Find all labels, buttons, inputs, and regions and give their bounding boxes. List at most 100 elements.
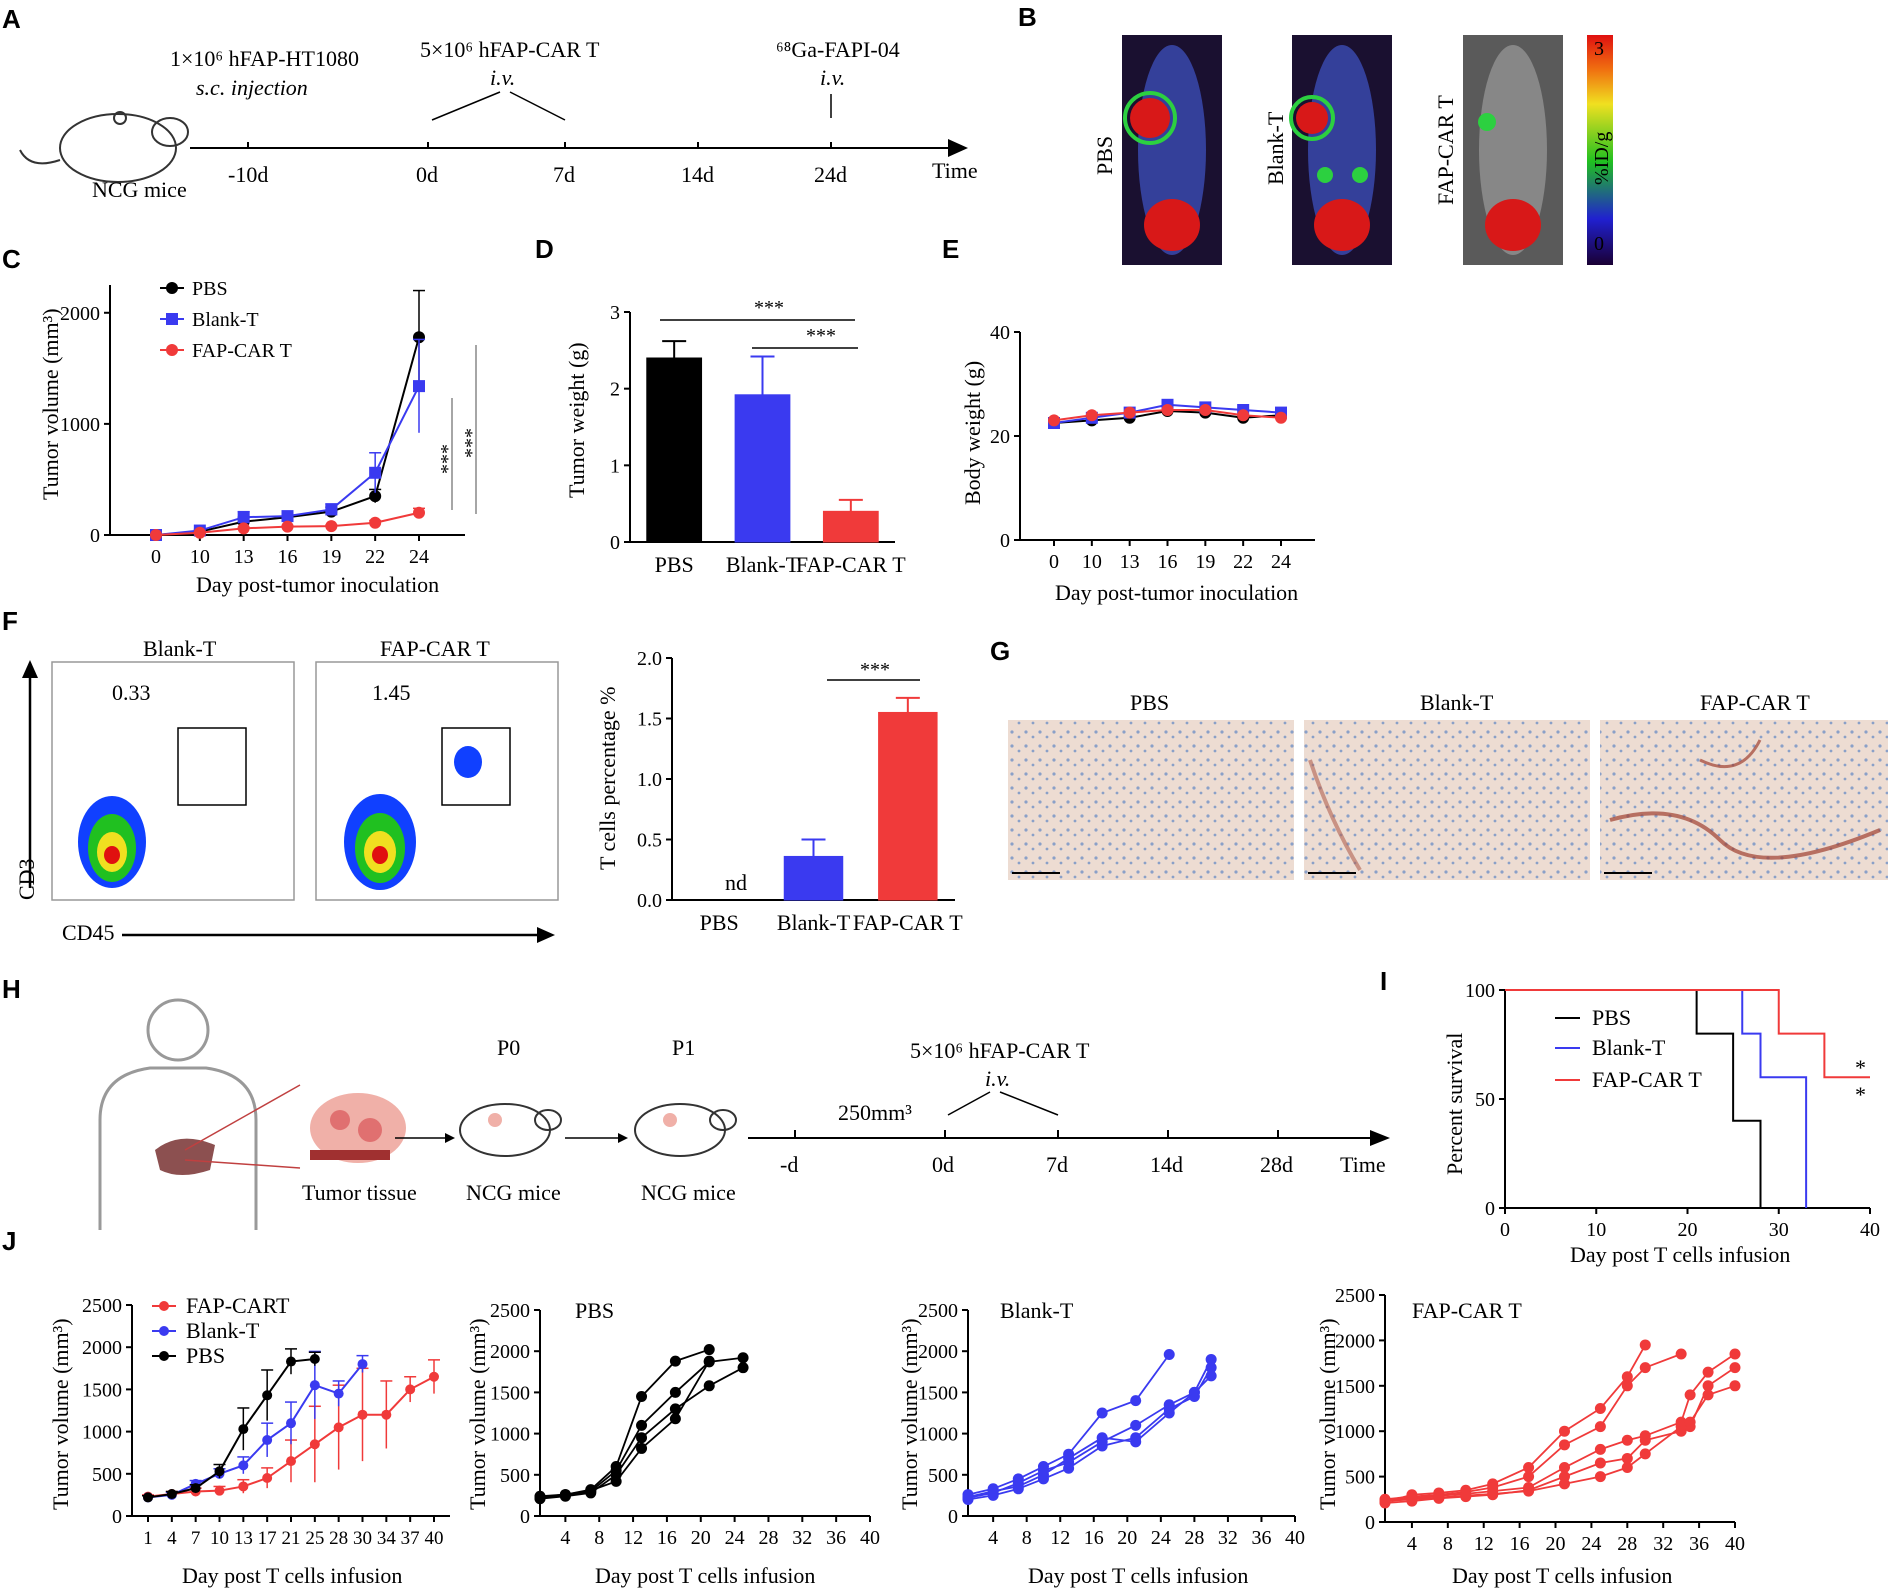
day-label: 14d xyxy=(1150,1152,1183,1177)
x-tick-label: 40 xyxy=(1285,1527,1305,1549)
data-point xyxy=(1558,1478,1570,1490)
j3-plot: 0 500 1000 1500 2000 2500 4 8 12 16 20 24 28 32 36 40 xyxy=(918,1300,1305,1549)
x-tick-label: 8 xyxy=(1022,1527,1032,1549)
sig-stars: *** xyxy=(437,444,459,474)
data-point xyxy=(636,1432,648,1444)
y-tick-label: 0 xyxy=(112,1506,122,1528)
data-point xyxy=(238,1460,249,1471)
x-tick-label: 28 xyxy=(758,1527,778,1549)
x-tick-label: 12 xyxy=(1050,1527,1070,1549)
y-tick-label: 500 xyxy=(928,1465,958,1487)
x-tick-label: 19 xyxy=(321,546,341,568)
x-tick-label: 0 xyxy=(1049,551,1059,573)
j1-plot: 0 500 1000 1500 2000 2500 1 4 7 10 13 17 21 25 28 30 34 3… xyxy=(82,1295,450,1549)
data-point xyxy=(1639,1434,1651,1446)
data-point xyxy=(1621,1434,1633,1446)
event-2-line2: i.v. xyxy=(490,65,515,90)
ncg-mice-label: NCG mice xyxy=(92,177,187,202)
y-tick-label: 2000 xyxy=(490,1341,530,1363)
data-point xyxy=(429,1371,439,1382)
f-bar-plot: 0.0 0.5 1.0 1.5 2.0 PBS Blank-T FAP-CAR T xyxy=(637,648,963,935)
y-tick-label: 1000 xyxy=(918,1424,958,1446)
x-tick-label: 0 xyxy=(151,546,161,568)
data-point xyxy=(286,1456,296,1467)
pointer-line xyxy=(184,1159,301,1169)
x-tick-label: 36 xyxy=(1251,1527,1271,1549)
legend-label: FAP-CART xyxy=(186,1293,290,1318)
x-tick-label: 16 xyxy=(657,1527,677,1549)
data-point xyxy=(1639,1362,1651,1374)
data-point xyxy=(325,503,338,516)
data-point xyxy=(1163,1407,1175,1419)
data-point xyxy=(1702,1366,1714,1378)
mouse-icon xyxy=(19,111,189,183)
panel-f: F Blank-T FAP-CAR T 0.33 1.45 CD3 CD45 xyxy=(2,606,963,945)
day-label: 24d xyxy=(814,162,847,187)
i-xlabel: Day post T cells infusion xyxy=(1570,1242,1790,1267)
y-tick-label: 2 xyxy=(610,379,620,401)
panel-e-label: E xyxy=(942,234,959,264)
data-point xyxy=(1460,1490,1472,1502)
y-tick-label: 1 xyxy=(610,455,620,477)
data-point xyxy=(1130,1436,1142,1448)
data-point xyxy=(1237,409,1250,422)
x-tick-label: 32 xyxy=(1218,1527,1238,1549)
y-tick-label: 2000 xyxy=(60,303,100,325)
data-point xyxy=(1063,1452,1075,1464)
y-tick-label: 0 xyxy=(520,1506,530,1528)
iv-label: i.v. xyxy=(985,1066,1010,1091)
y-tick-label: 2000 xyxy=(82,1337,122,1359)
x-tick-label: 21 xyxy=(282,1528,301,1549)
legend-label: Blank-T xyxy=(192,309,259,331)
e-xlabel: Day post-tumor inoculation xyxy=(1055,580,1298,605)
data-point xyxy=(1199,404,1212,416)
cd3-arrowhead xyxy=(22,660,38,678)
data-point xyxy=(669,1413,681,1425)
x-tick-label: 4 xyxy=(988,1527,998,1549)
j1-legend: FAP-CART Blank-T PBS xyxy=(152,1293,290,1368)
data-point xyxy=(369,516,382,529)
legend-label: PBS xyxy=(192,278,228,300)
data-point xyxy=(286,1356,296,1367)
p1-label: P1 xyxy=(672,1035,695,1060)
data-point xyxy=(1558,1425,1570,1437)
human-silhouette-icon xyxy=(98,998,258,1230)
legend-label: FAP-CAR T xyxy=(192,340,292,362)
data-point xyxy=(636,1442,648,1454)
ihc-title: Blank-T xyxy=(1420,690,1494,715)
panel-d-label: D xyxy=(535,234,554,264)
bar xyxy=(878,711,938,901)
panel-h: H Tumor tissue P0 NCG mice P1 NCG mice xyxy=(2,974,1390,1230)
day-label: 7d xyxy=(553,162,575,187)
data-point xyxy=(1205,1370,1217,1382)
data-point xyxy=(703,1380,715,1392)
y-tick-label: 1.0 xyxy=(637,769,662,791)
panel-g: G PBS Blank-T FAP-CAR T xyxy=(990,636,1888,880)
x-tick-label: 20 xyxy=(1678,1219,1698,1241)
day-label: 0d xyxy=(416,162,438,187)
data-point xyxy=(333,1422,344,1433)
series-line xyxy=(539,1348,710,1498)
panel-a: A NCG mice -10d 0d 7d 14d 24d Time 1×10⁶… xyxy=(2,4,978,202)
j4-plot: 0 500 1000 1500 2000 2500 4 8 12 16 20 24 28 32 36 40 xyxy=(1335,1285,1745,1555)
cd45-arrowhead xyxy=(537,927,555,943)
day-label: 7d xyxy=(1046,1152,1068,1177)
data-point xyxy=(413,380,425,393)
y-tick-label: 0.0 xyxy=(637,890,662,912)
pet-image-blank xyxy=(1289,35,1392,265)
x-tick-label: 12 xyxy=(623,1527,643,1549)
y-tick-label: 1500 xyxy=(82,1379,122,1401)
x-tick-label: 25 xyxy=(305,1528,324,1549)
data-point xyxy=(1523,1462,1535,1474)
sig-stars: *** xyxy=(806,325,836,347)
flow-title: FAP-CAR T xyxy=(380,636,490,661)
event-2-line1: 5×10⁶ hFAP-CAR T xyxy=(420,37,600,62)
pet-label-pbs: PBS xyxy=(1092,136,1117,175)
legend-label: PBS xyxy=(1592,1005,1631,1030)
data-point xyxy=(262,1435,273,1446)
x-tick-label: 28 xyxy=(329,1528,348,1549)
survival-step xyxy=(1505,989,1762,1208)
data-point xyxy=(286,1418,296,1429)
event-3-line2: i.v. xyxy=(820,65,845,90)
timeline-ticks xyxy=(247,142,832,148)
